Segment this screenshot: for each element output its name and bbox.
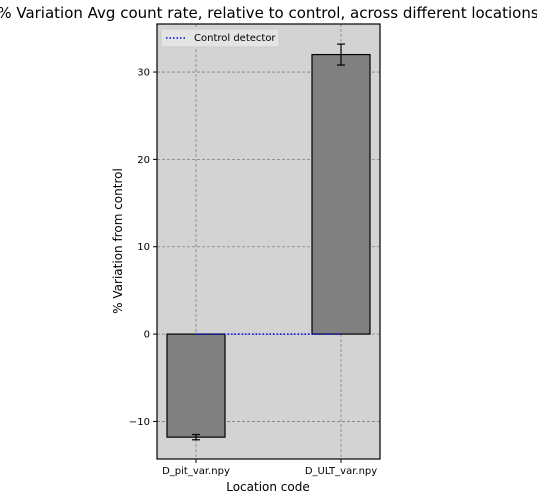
legend-label-control-detector: Control detector [194, 33, 276, 44]
bar-2 [311, 53, 371, 335]
y-tick-label: 30 [137, 68, 150, 79]
bars [166, 53, 371, 438]
y-tick-label: 20 [137, 155, 150, 166]
error-bar-1 [192, 433, 200, 441]
error-bar-2 [337, 43, 345, 66]
legend: Control detector [160, 28, 280, 48]
x-tick-label: D_pit_var.npy [162, 466, 230, 477]
chart-title: % Variation Avg count rate, relative to … [0, 4, 537, 22]
y-tick-label: −10 [129, 417, 150, 428]
bar-1 [166, 333, 226, 438]
y-tick-label: 10 [137, 242, 150, 253]
plot-frame [156, 23, 381, 460]
x-ticks: D_pit_var.npy D_ULT_var.npy [162, 459, 377, 477]
y-tick-label: 0 [144, 330, 150, 341]
x-axis-label: Location code [226, 480, 310, 494]
y-ticks: −10 0 10 20 30 [129, 68, 157, 428]
legend-box [160, 28, 280, 48]
x-tick-label: D_ULT_var.npy [305, 466, 377, 477]
error-bars [192, 43, 345, 441]
y-axis-label: % Variation from control [111, 168, 125, 314]
